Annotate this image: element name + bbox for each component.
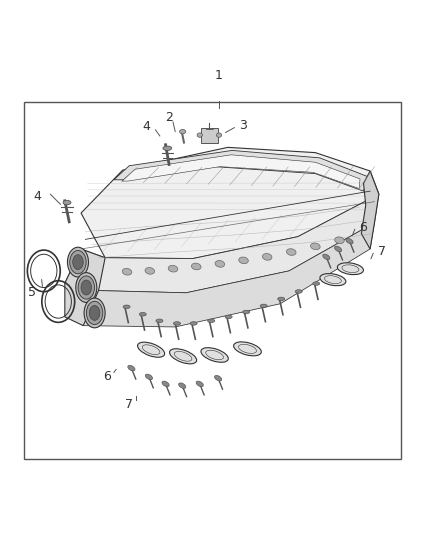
Ellipse shape [156, 319, 163, 322]
Ellipse shape [138, 342, 165, 357]
Ellipse shape [86, 301, 103, 325]
Polygon shape [114, 150, 368, 191]
Ellipse shape [73, 255, 83, 270]
Ellipse shape [215, 261, 225, 267]
Ellipse shape [225, 315, 232, 319]
Text: 4: 4 [33, 190, 41, 203]
Polygon shape [361, 171, 379, 249]
Ellipse shape [67, 247, 88, 277]
Ellipse shape [208, 319, 215, 322]
Ellipse shape [76, 273, 97, 302]
Ellipse shape [170, 349, 197, 364]
Ellipse shape [173, 322, 180, 325]
Ellipse shape [81, 280, 92, 295]
Polygon shape [81, 147, 379, 259]
FancyBboxPatch shape [201, 128, 218, 142]
Ellipse shape [295, 290, 302, 293]
Ellipse shape [70, 251, 86, 274]
Ellipse shape [216, 133, 222, 138]
Ellipse shape [201, 348, 228, 362]
Text: 6: 6 [360, 221, 367, 233]
Ellipse shape [179, 383, 186, 389]
Ellipse shape [162, 381, 169, 386]
Text: 7: 7 [378, 245, 386, 257]
Ellipse shape [197, 133, 202, 138]
Ellipse shape [239, 257, 248, 264]
Ellipse shape [337, 263, 364, 274]
Ellipse shape [311, 243, 320, 249]
Ellipse shape [262, 254, 272, 260]
Ellipse shape [335, 246, 342, 252]
Ellipse shape [122, 269, 132, 275]
Ellipse shape [128, 366, 135, 371]
Ellipse shape [233, 342, 261, 356]
Bar [24, 102, 401, 459]
Ellipse shape [215, 375, 222, 381]
Text: 3: 3 [239, 119, 247, 132]
Polygon shape [65, 249, 105, 326]
Ellipse shape [123, 305, 130, 309]
Ellipse shape [260, 304, 267, 308]
Text: 7: 7 [125, 398, 133, 411]
Polygon shape [65, 223, 374, 327]
Ellipse shape [313, 282, 320, 285]
Text: 2: 2 [165, 111, 173, 124]
Ellipse shape [63, 200, 71, 205]
Ellipse shape [286, 249, 296, 255]
Ellipse shape [78, 276, 95, 299]
Text: 6: 6 [103, 370, 111, 383]
Ellipse shape [168, 265, 178, 272]
Ellipse shape [278, 297, 285, 301]
Ellipse shape [190, 322, 197, 325]
Polygon shape [81, 194, 379, 293]
Ellipse shape [145, 374, 152, 379]
Ellipse shape [139, 312, 146, 316]
Ellipse shape [196, 381, 203, 386]
Polygon shape [122, 155, 360, 189]
Text: 1: 1 [215, 69, 223, 83]
Ellipse shape [163, 146, 172, 150]
Ellipse shape [145, 268, 155, 274]
Text: 4: 4 [143, 120, 151, 133]
Ellipse shape [89, 305, 100, 320]
Ellipse shape [346, 238, 353, 244]
Ellipse shape [323, 254, 330, 260]
Text: 5: 5 [28, 286, 35, 300]
Ellipse shape [243, 310, 250, 314]
Ellipse shape [335, 237, 344, 244]
Ellipse shape [180, 130, 186, 134]
Ellipse shape [320, 273, 346, 286]
Ellipse shape [84, 298, 105, 328]
Ellipse shape [191, 263, 201, 270]
